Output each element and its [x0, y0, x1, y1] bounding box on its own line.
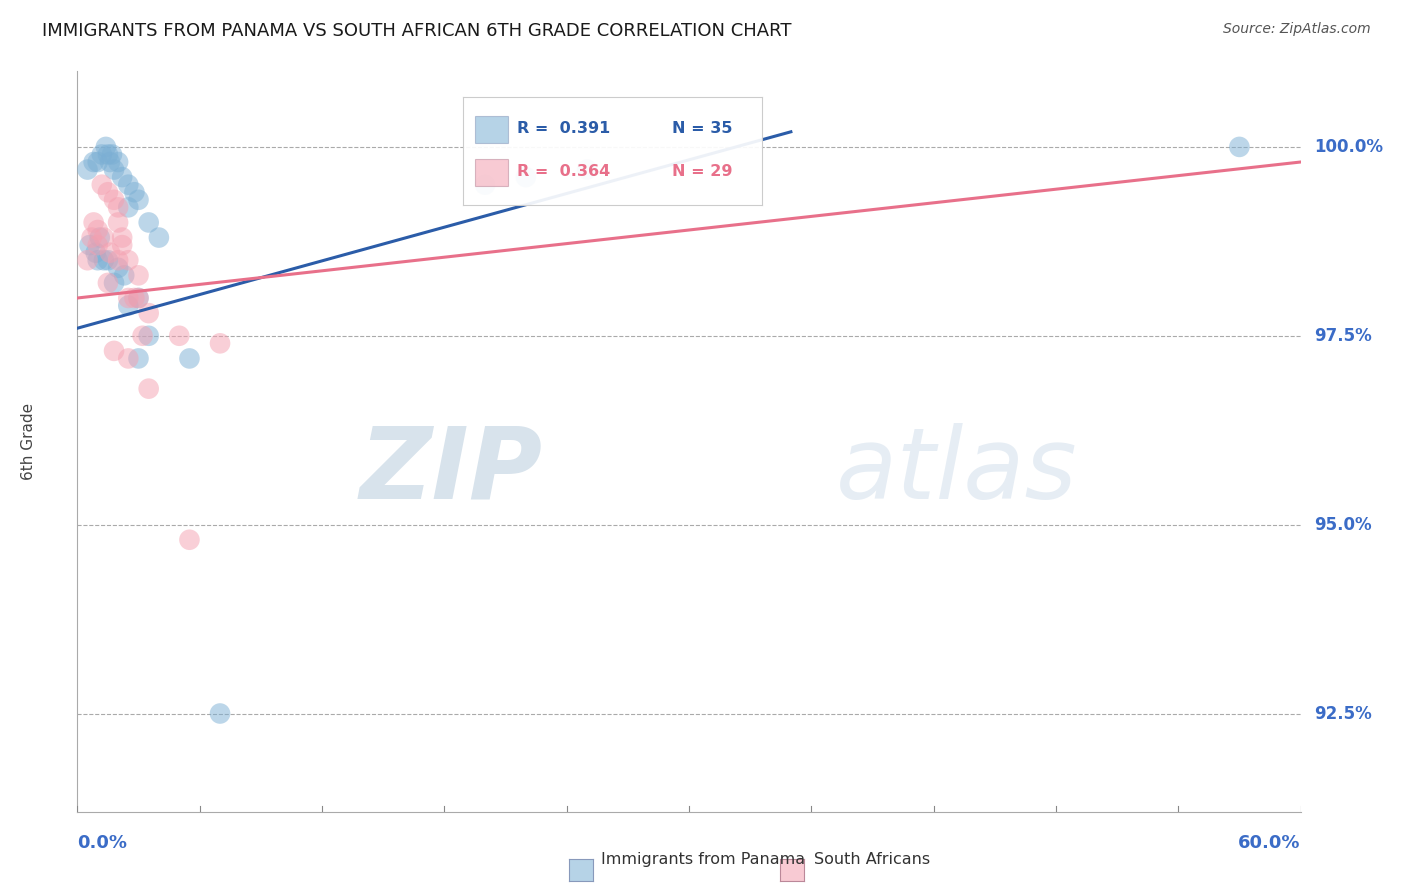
Point [107, 253, 129, 268]
Text: N = 35: N = 35 [672, 121, 733, 136]
Point [87, 253, 110, 268]
Point [87, 223, 110, 237]
Point [111, 230, 134, 244]
Text: R =  0.364: R = 0.364 [516, 164, 610, 179]
Point [90, 147, 112, 161]
Point [148, 230, 170, 244]
Point [179, 351, 201, 366]
Point [103, 193, 125, 207]
Point [179, 533, 201, 547]
Text: 95.0%: 95.0% [1315, 516, 1372, 533]
Point [576, 162, 599, 177]
Point [131, 328, 153, 343]
Text: 92.5%: 92.5% [1315, 705, 1372, 723]
Point [138, 328, 160, 343]
Bar [475, 116, 508, 143]
Point [124, 291, 146, 305]
Text: Immigrants from Panama: Immigrants from Panama [600, 852, 806, 867]
Point [124, 186, 146, 200]
Point [94, 140, 117, 154]
Point [83, 215, 105, 229]
Point [89, 230, 111, 244]
Point [474, 178, 496, 192]
Point [87, 238, 110, 252]
Point [103, 343, 125, 358]
Point [107, 260, 129, 275]
Point [97, 186, 120, 200]
Point [117, 253, 139, 268]
Point [117, 299, 139, 313]
Text: IMMIGRANTS FROM PANAMA VS SOUTH AFRICAN 6TH GRADE CORRELATION CHART: IMMIGRANTS FROM PANAMA VS SOUTH AFRICAN … [42, 22, 792, 40]
Text: South Africans: South Africans [814, 852, 929, 867]
Point [208, 336, 231, 351]
Point [97, 147, 120, 161]
Point [87, 155, 110, 169]
Text: N = 29: N = 29 [672, 164, 733, 179]
Point [138, 382, 160, 396]
Point [117, 351, 139, 366]
Point [169, 328, 191, 343]
Text: 100.0%: 100.0% [1315, 138, 1384, 156]
Point [515, 170, 537, 185]
Point [98, 245, 121, 260]
Text: atlas: atlas [835, 423, 1077, 520]
Text: 0.0%: 0.0% [77, 834, 128, 852]
Point [76, 162, 98, 177]
Point [117, 178, 139, 192]
Point [107, 215, 129, 229]
Point [138, 215, 160, 229]
Point [127, 268, 149, 283]
Point [127, 193, 149, 207]
Point [1229, 140, 1251, 154]
Point [84, 245, 107, 260]
Point [103, 276, 125, 290]
Point [93, 230, 115, 244]
Text: 60.0%: 60.0% [1239, 834, 1301, 852]
Point [111, 238, 134, 252]
Point [97, 276, 120, 290]
Point [98, 155, 121, 169]
Point [93, 253, 115, 268]
Text: 97.5%: 97.5% [1315, 326, 1372, 345]
Point [117, 200, 139, 214]
Text: R =  0.391: R = 0.391 [516, 121, 610, 136]
Point [79, 238, 101, 252]
Point [90, 178, 112, 192]
Point [103, 162, 125, 177]
Bar [475, 159, 508, 186]
Point [127, 291, 149, 305]
Point [101, 147, 124, 161]
Point [127, 291, 149, 305]
Point [80, 230, 103, 244]
Text: Source: ZipAtlas.com: Source: ZipAtlas.com [1223, 22, 1371, 37]
Point [208, 706, 231, 721]
Text: ZIP: ZIP [359, 423, 543, 520]
Point [138, 306, 160, 320]
Point [117, 291, 139, 305]
Point [111, 170, 134, 185]
Text: 6th Grade: 6th Grade [21, 403, 37, 480]
Point [97, 253, 120, 268]
Point [107, 155, 129, 169]
Point [107, 200, 129, 214]
Point [112, 268, 135, 283]
Point [127, 351, 149, 366]
Point [83, 155, 105, 169]
Point [76, 253, 98, 268]
